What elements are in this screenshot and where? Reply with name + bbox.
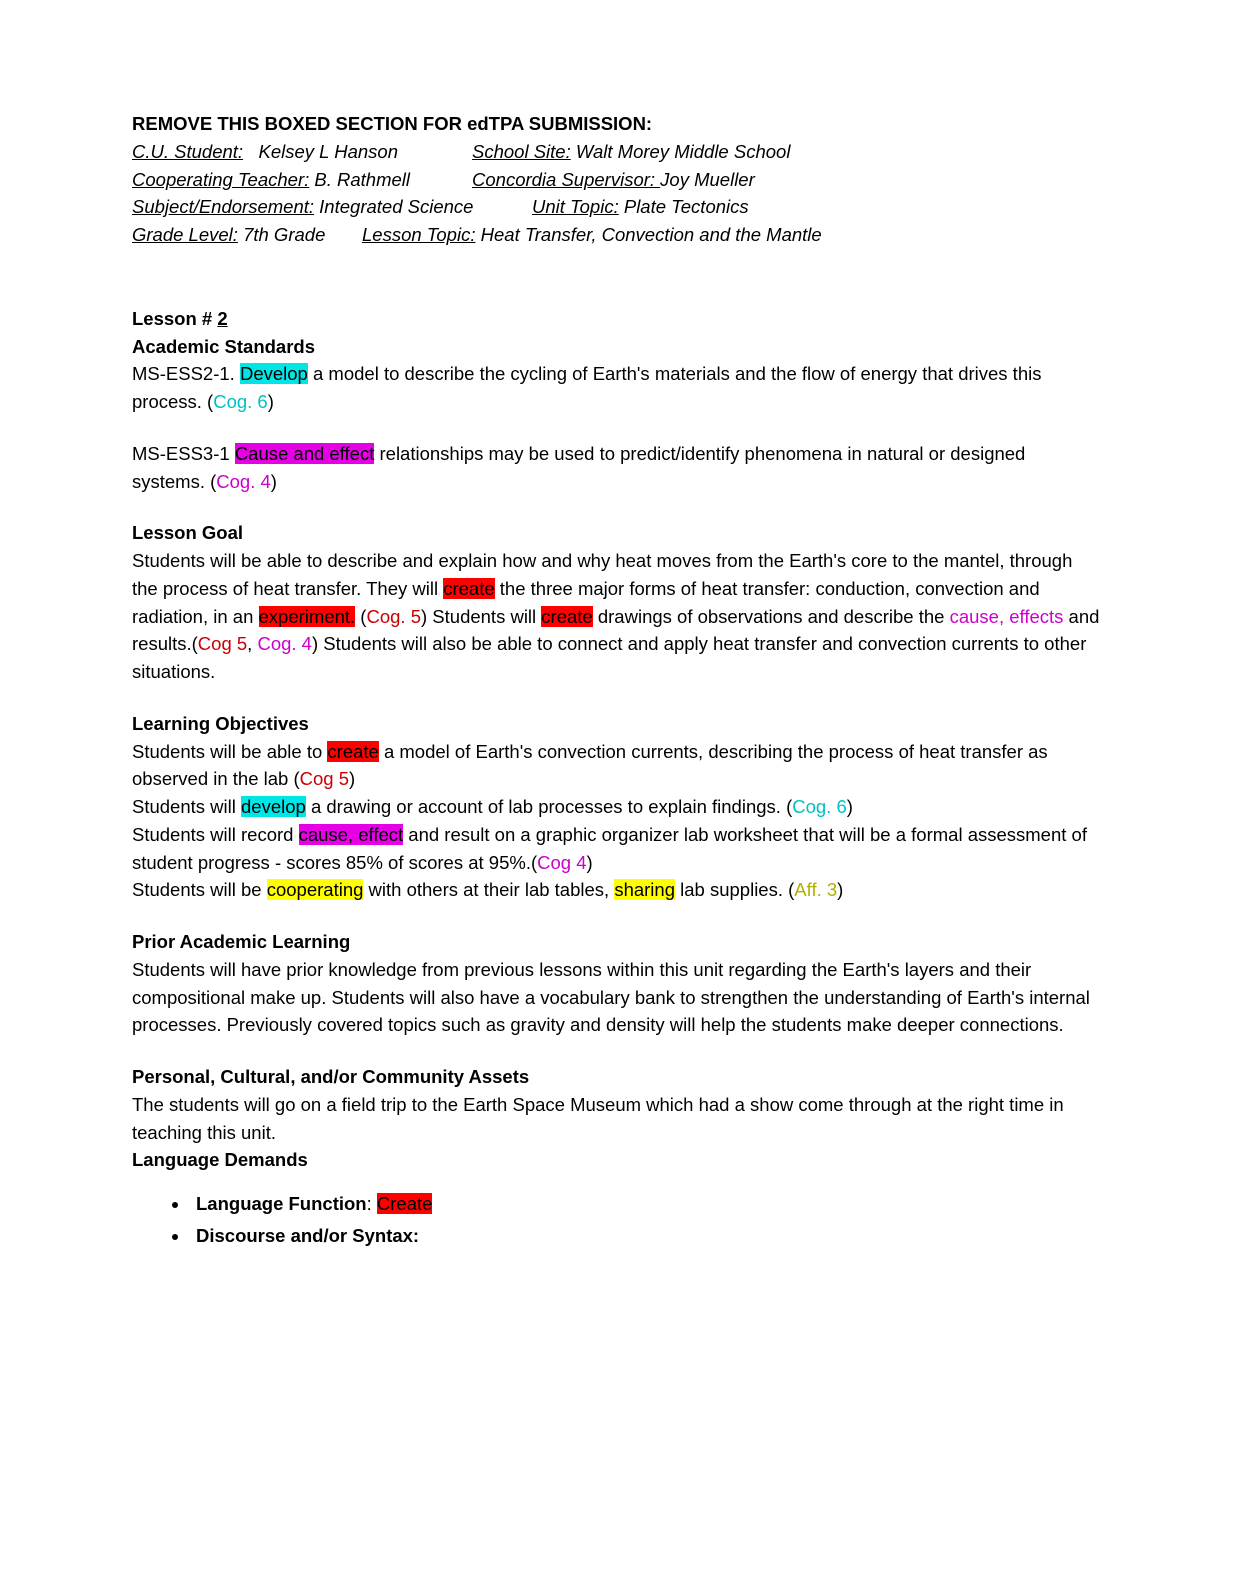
coop-teacher-value: B. Rathmell (314, 169, 410, 190)
lo4-text-c: lab supplies. ( (675, 879, 794, 900)
std1-cog: Cog. 6 (213, 391, 268, 412)
lo1-close: ) (349, 768, 355, 789)
lo3-text-a: Students will record (132, 824, 299, 845)
lesson-number-label: Lesson # (132, 308, 217, 329)
lo4-close: ) (837, 879, 843, 900)
lo2-close: ) (847, 796, 853, 817)
unit-topic-value: Plate Tectonics (624, 196, 749, 217)
lg-highlight-create-1: create (443, 578, 494, 599)
lesson-goal-heading: Lesson Goal (132, 519, 1103, 547)
learning-objective-2: Students will develop a drawing or accou… (132, 793, 1103, 821)
lo4-aff: Aff. 3 (794, 879, 837, 900)
school-site-label: School Site: (472, 141, 571, 162)
grade-value: 7th Grade (243, 224, 325, 245)
document-page: REMOVE THIS BOXED SECTION FOR edTPA SUBM… (0, 0, 1233, 1374)
cu-student-value: Kelsey L Hanson (258, 141, 398, 162)
header-row-grade: Grade Level: 7th Grade Lesson Topic: Hea… (132, 221, 1103, 249)
community-assets-heading: Personal, Cultural, and/or Community Ass… (132, 1063, 1103, 1091)
lg-cause-effects: cause, effects (950, 606, 1064, 627)
header-box: REMOVE THIS BOXED SECTION FOR edTPA SUBM… (132, 110, 1103, 249)
language-function-colon: : (367, 1193, 377, 1214)
lesson-topic-label: Lesson Topic: (362, 224, 475, 245)
language-demands-heading: Language Demands (132, 1146, 1103, 1174)
lg-text-5: drawings of observations and describe th… (593, 606, 950, 627)
school-site-value: Walt Morey Middle School (576, 141, 791, 162)
lo1-cog: Cog 5 (300, 768, 349, 789)
std2-prefix: MS-ESS3-1 (132, 443, 235, 464)
header-row-student: C.U. Student: Kelsey L Hanson School Sit… (132, 138, 1103, 166)
lo2-text-a: Students will (132, 796, 241, 817)
lesson-number-line: Lesson # 2 (132, 305, 1103, 333)
unit-topic-label: Unit Topic: (532, 196, 619, 217)
supervisor-value: Joy Mueller (660, 169, 755, 190)
lo3-highlight: cause, effect (299, 824, 404, 845)
header-row-subject: Subject/Endorsement: Integrated Science … (132, 193, 1103, 221)
discourse-syntax-item: Discourse and/or Syntax: (190, 1222, 1103, 1250)
prior-learning-body: Students will have prior knowledge from … (132, 956, 1103, 1039)
prior-learning-heading: Prior Academic Learning (132, 928, 1103, 956)
lg-text-4: ) Students will (421, 606, 541, 627)
grade-label: Grade Level: (132, 224, 238, 245)
lesson-goal-body: Students will be able to describe and ex… (132, 547, 1103, 686)
lo2-highlight: develop (241, 796, 306, 817)
lo2-text-b: a drawing or account of lab processes to… (306, 796, 792, 817)
lg-highlight-create-2: create (541, 606, 592, 627)
subject-value: Integrated Science (319, 196, 473, 217)
subject-label: Subject/Endorsement: (132, 196, 314, 217)
lo4-highlight-cooperating: cooperating (267, 879, 364, 900)
cu-student-label: C.U. Student: (132, 141, 243, 162)
language-function-label: Language Function (196, 1193, 367, 1214)
standard-1: MS-ESS2-1. Develop a model to describe t… (132, 360, 1103, 416)
std1-highlight: Develop (240, 363, 308, 384)
lg-cog5-2: Cog 5 (198, 633, 247, 654)
lesson-number-value: 2 (217, 308, 227, 329)
header-row-teacher: Cooperating Teacher: B. Rathmell Concord… (132, 166, 1103, 194)
lo3-close: ) (587, 852, 593, 873)
language-function-item: Language Function: Create (190, 1190, 1103, 1218)
lo4-text-b: with others at their lab tables, (363, 879, 614, 900)
community-assets-body: The students will go on a field trip to … (132, 1091, 1103, 1147)
lg-text-7: , (247, 633, 257, 654)
header-title: REMOVE THIS BOXED SECTION FOR edTPA SUBM… (132, 110, 1103, 138)
lg-cog4: Cog. 4 (257, 633, 312, 654)
learning-objective-1: Students will be able to create a model … (132, 738, 1103, 794)
std1-close: ) (268, 391, 274, 412)
std1-prefix: MS-ESS2-1. (132, 363, 240, 384)
coop-teacher-label: Cooperating Teacher: (132, 169, 309, 190)
language-function-highlight: Create (377, 1193, 433, 1214)
lg-cog5-1: Cog. 5 (366, 606, 421, 627)
lo1-text-a: Students will be able to (132, 741, 327, 762)
std2-cog: Cog. 4 (216, 471, 271, 492)
lo4-highlight-sharing: sharing (614, 879, 675, 900)
lesson-topic-value: Heat Transfer, Convection and the Mantle (481, 224, 822, 245)
language-demands-list: Language Function: Create Discourse and/… (132, 1190, 1103, 1250)
lo4-text-a: Students will be (132, 879, 267, 900)
learning-objective-4: Students will be cooperating with others… (132, 876, 1103, 904)
academic-standards-heading: Academic Standards (132, 333, 1103, 361)
standard-2: MS-ESS3-1 Cause and effect relationships… (132, 440, 1103, 496)
discourse-syntax-label: Discourse and/or Syntax: (196, 1225, 419, 1246)
learning-objective-3: Students will record cause, effect and r… (132, 821, 1103, 877)
std2-highlight: Cause and effect (235, 443, 375, 464)
lo3-cog: Cog 4 (537, 852, 586, 873)
lg-text-3: ( (355, 606, 366, 627)
learning-objectives-heading: Learning Objectives (132, 710, 1103, 738)
lo2-cog: Cog. 6 (792, 796, 847, 817)
lo1-highlight: create (327, 741, 378, 762)
supervisor-label: Concordia Supervisor: (472, 169, 660, 190)
std2-close: ) (271, 471, 277, 492)
lg-highlight-experiment: experiment. (259, 606, 356, 627)
